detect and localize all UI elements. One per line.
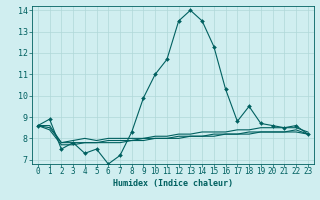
X-axis label: Humidex (Indice chaleur): Humidex (Indice chaleur) (113, 179, 233, 188)
